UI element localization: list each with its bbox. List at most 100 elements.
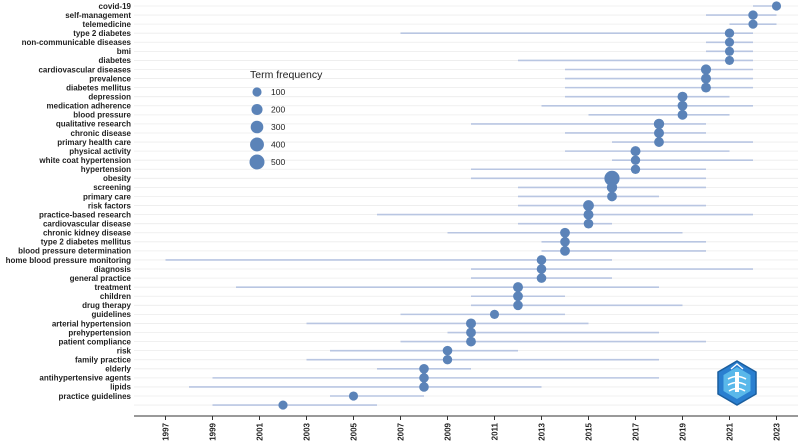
legend-swatch	[250, 137, 264, 152]
x-tick-label: 2011	[491, 422, 500, 440]
term-point	[583, 200, 594, 211]
legend-swatch	[250, 120, 264, 134]
x-tick-label: 2021	[726, 422, 735, 440]
x-tick-label: 2009	[444, 422, 453, 440]
term-point	[724, 28, 735, 38]
term-point	[606, 182, 618, 193]
legend-swatch	[252, 87, 262, 97]
term-point	[560, 237, 570, 247]
term-label: general practice	[70, 274, 132, 283]
term-range-lines	[165, 5, 777, 406]
legend-label: 400	[271, 140, 285, 150]
term-point	[442, 355, 453, 365]
x-tick-label: 2003	[303, 422, 312, 440]
term-label: blood pressure	[73, 111, 131, 120]
term-point	[700, 73, 712, 84]
term-point	[560, 245, 570, 256]
term-label: depression	[88, 93, 131, 102]
term-label: risk	[117, 346, 132, 355]
term-point	[536, 255, 547, 265]
term-point	[630, 155, 641, 165]
term-point	[724, 46, 735, 56]
legend-label: 500	[271, 157, 285, 167]
term-label: prevalence	[89, 74, 131, 83]
term-point	[560, 227, 570, 238]
term-label: chronic disease	[71, 129, 132, 138]
term-point	[513, 300, 523, 311]
term-label: cardiovascular diseases	[38, 65, 131, 74]
term-point	[653, 127, 665, 138]
term-label: primary health care	[57, 138, 131, 147]
term-label: prehypertension	[68, 328, 131, 337]
term-label: self-management	[65, 11, 131, 20]
term-point	[654, 137, 664, 147]
x-tick-label: 1999	[209, 422, 218, 440]
term-label: diagnosis	[94, 265, 132, 274]
term-label: chronic kidney disease	[43, 229, 132, 238]
term-label: cardiovascular disease	[43, 219, 132, 228]
term-label: blood pressure determination	[18, 247, 131, 256]
term-point	[677, 100, 688, 111]
term-label: screening	[93, 183, 131, 192]
term-point	[419, 382, 429, 392]
term-point	[677, 109, 688, 120]
term-point	[466, 327, 476, 338]
term-label: covid-19	[99, 2, 132, 11]
x-tick-label: 2005	[350, 422, 359, 440]
x-tick-label: 2001	[256, 422, 265, 440]
term-point	[466, 336, 476, 347]
x-tick-label: 2019	[679, 422, 688, 440]
term-point	[348, 391, 359, 401]
term-label: drug therapy	[82, 301, 131, 310]
term-label: diabetes mellitus	[66, 83, 131, 92]
x-tick-label: 2007	[397, 422, 406, 440]
term-label: telemedicine	[83, 20, 132, 29]
logo-badge	[717, 360, 757, 406]
term-point	[724, 55, 735, 65]
term-point	[465, 318, 477, 329]
term-label: practice guidelines	[59, 392, 132, 401]
term-point	[748, 10, 758, 20]
term-point	[700, 64, 712, 75]
term-point	[583, 209, 594, 220]
term-point	[536, 273, 547, 283]
term-label: diabetes	[99, 56, 132, 65]
legend-label: 300	[271, 122, 285, 132]
term-point	[583, 218, 594, 229]
term-label: non-communicable diseases	[22, 38, 132, 47]
term-label: practice-based research	[39, 210, 131, 219]
term-point	[419, 373, 429, 383]
term-point	[607, 191, 617, 202]
term-label: bmi	[117, 47, 131, 56]
term-label: obesity	[103, 174, 132, 183]
term-point	[771, 1, 782, 11]
term-label: type 2 diabetes mellitus	[41, 238, 132, 247]
x-tick-label: 2013	[538, 422, 547, 440]
term-label: patient compliance	[59, 337, 132, 346]
legend-label: 100	[271, 87, 285, 97]
term-label: elderly	[105, 365, 131, 374]
term-point	[513, 291, 523, 302]
term-point	[748, 19, 758, 29]
term-label: children	[100, 292, 131, 301]
term-label: type 2 diabetes	[73, 29, 131, 38]
term-label: physical activity	[69, 147, 131, 156]
term-label: antihypertensive agents	[39, 374, 131, 383]
term-point	[442, 345, 453, 356]
term-points	[278, 1, 782, 410]
term-point	[512, 282, 524, 293]
term-point	[677, 91, 688, 102]
term-point	[701, 82, 711, 93]
term-point	[630, 146, 641, 157]
term-label: primary care	[83, 192, 132, 201]
term-label: family practice	[75, 356, 132, 365]
x-tick-label: 2017	[632, 422, 641, 440]
term-label: risk factors	[88, 201, 132, 210]
legend-swatch	[251, 103, 263, 116]
term-label: hypertension	[81, 165, 131, 174]
legend-title: Term frequency	[250, 69, 323, 81]
term-point	[630, 164, 641, 174]
term-point	[724, 37, 735, 47]
x-axis: 1997 1999 2001 2003 2005 2007 2009 2011 2013 2015…	[134, 415, 798, 441]
